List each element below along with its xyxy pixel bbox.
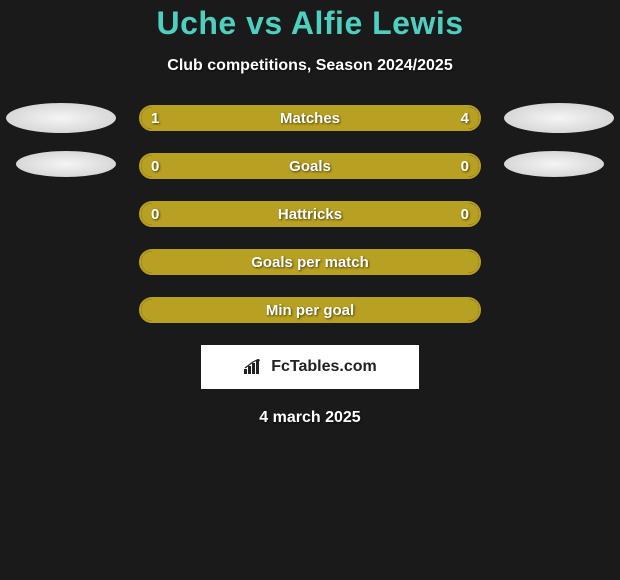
player-right-marker <box>504 151 604 177</box>
player-left-marker <box>16 151 116 177</box>
stat-value-right: 4 <box>461 110 469 127</box>
player-left-marker <box>6 103 116 133</box>
stat-label: Goals per match <box>251 254 369 271</box>
stat-bar: Goals per match <box>139 249 481 275</box>
stat-row-goals-per-match: Goals per match <box>0 249 620 275</box>
stat-value-left: 0 <box>151 206 159 223</box>
brand-text: FcTables.com <box>271 358 377 376</box>
stat-value-left: 1 <box>151 110 159 127</box>
stat-bar: 1 Matches 4 <box>139 105 481 131</box>
stat-label: Matches <box>280 110 340 127</box>
stat-value-right: 0 <box>461 158 469 175</box>
player-right-marker <box>504 103 614 133</box>
stat-value-right: 0 <box>461 206 469 223</box>
bar-fill-right <box>209 107 479 129</box>
bar-chart-icon <box>243 359 265 375</box>
stat-label: Goals <box>289 158 331 175</box>
brand-link[interactable]: FcTables.com <box>201 345 419 389</box>
subtitle: Club competitions, Season 2024/2025 <box>167 57 452 75</box>
date-label: 4 march 2025 <box>259 409 360 427</box>
stat-label: Min per goal <box>266 302 354 319</box>
stat-row-goals: 0 Goals 0 <box>0 153 620 179</box>
comparison-widget: Uche vs Alfie Lewis Club competitions, S… <box>0 0 620 427</box>
stat-row-hattricks: 0 Hattricks 0 <box>0 201 620 227</box>
stat-bar: Min per goal <box>139 297 481 323</box>
stat-bar: 0 Goals 0 <box>139 153 481 179</box>
stat-label: Hattricks <box>278 206 342 223</box>
stat-bar: 0 Hattricks 0 <box>139 201 481 227</box>
stat-value-left: 0 <box>151 158 159 175</box>
stat-row-min-per-goal: Min per goal <box>0 297 620 323</box>
page-title: Uche vs Alfie Lewis <box>156 5 463 42</box>
stat-row-matches: 1 Matches 4 <box>0 105 620 131</box>
stats-area: 1 Matches 4 0 Goals 0 0 Hattricks 0 <box>0 105 620 323</box>
